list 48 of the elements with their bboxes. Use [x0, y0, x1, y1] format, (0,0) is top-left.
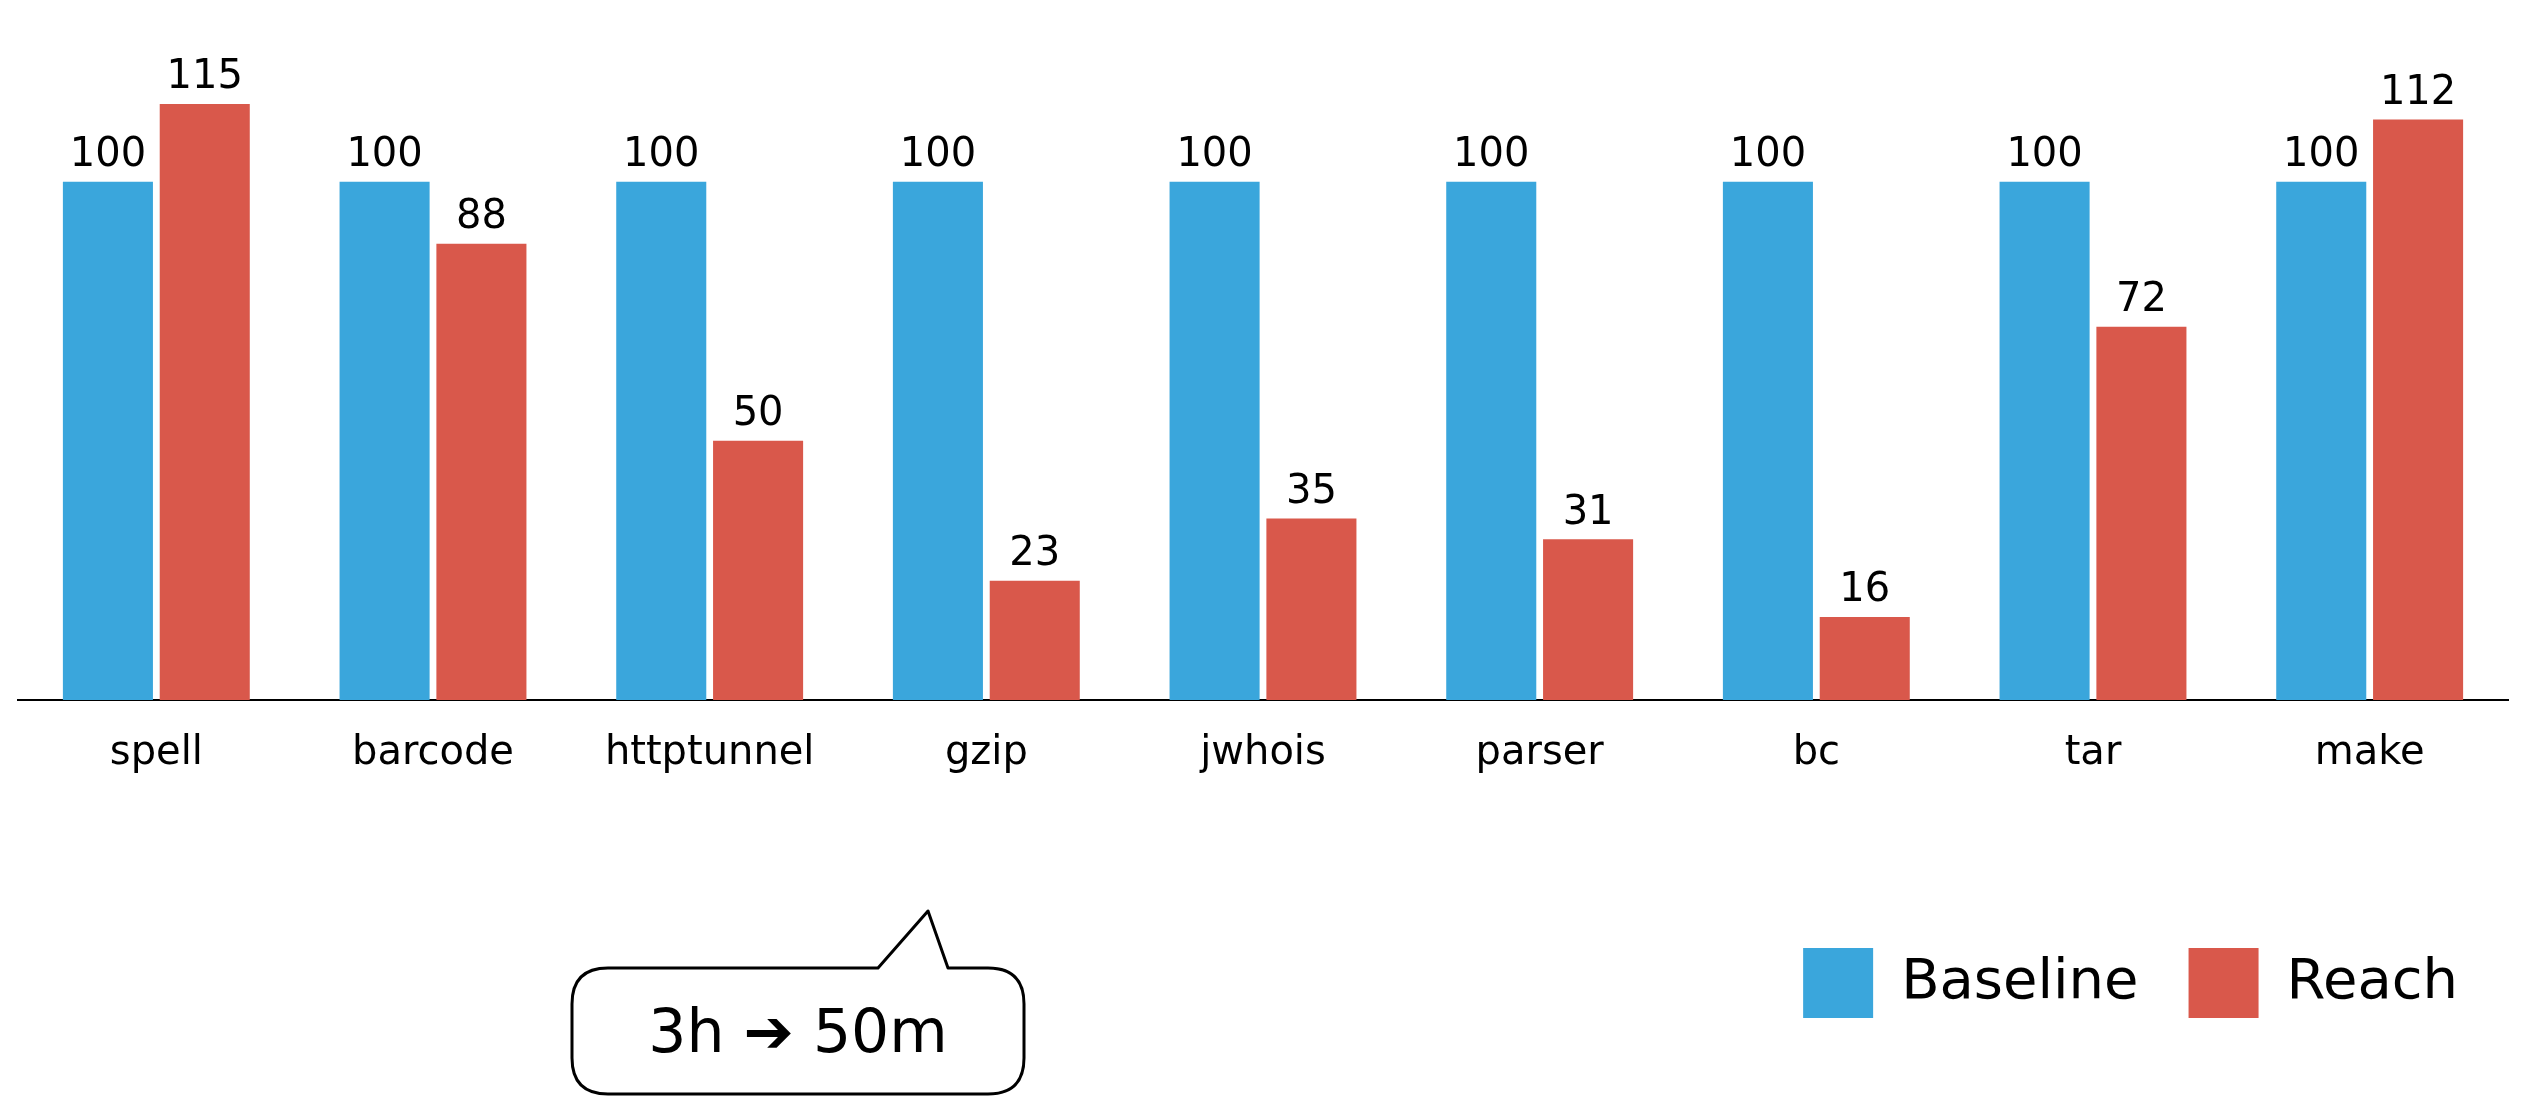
x-tick-label: httptunnel	[604, 727, 815, 774]
bar	[892, 181, 983, 700]
x-tick-label: make	[2314, 727, 2425, 774]
x-tick-label: spell	[109, 727, 203, 774]
data-label: 72	[2115, 274, 2167, 321]
data-label: 100	[69, 129, 147, 176]
bar	[159, 103, 250, 700]
bar	[1266, 518, 1357, 700]
data-label: 88	[455, 191, 507, 238]
bar	[1169, 181, 1260, 700]
data-label: 100	[1453, 129, 1530, 176]
bar	[713, 440, 804, 700]
data-label: 115	[166, 51, 243, 98]
data-label: 100	[2006, 129, 2083, 176]
bar	[62, 181, 153, 700]
data-label: 50	[732, 388, 784, 435]
x-tick-label: tar	[2064, 727, 2122, 774]
bar	[1999, 181, 2090, 700]
data-label: 31	[1562, 486, 1614, 533]
data-label: 16	[1839, 564, 1891, 611]
bar	[436, 243, 527, 700]
legend-label: Baseline	[1901, 945, 2139, 1011]
data-label: 35	[1285, 465, 1337, 512]
x-tick-label: jwhois	[1199, 727, 1326, 774]
bar	[1819, 617, 1910, 700]
text: 3h ➔ 50m	[647, 995, 949, 1068]
bar	[2096, 326, 2187, 700]
bar	[989, 580, 1080, 700]
bar	[339, 181, 430, 700]
x-tick-label: barcode	[352, 727, 514, 774]
data-label: 100	[1729, 129, 1807, 176]
data-label: 100	[2283, 129, 2360, 176]
data-label: 100	[623, 129, 700, 176]
bar	[1446, 181, 1537, 700]
data-label: 100	[1176, 129, 1253, 176]
data-label: 23	[1009, 528, 1061, 575]
data-label: 100	[899, 129, 977, 176]
bar	[1543, 539, 1634, 700]
bar	[616, 181, 707, 700]
x-tick-label: gzip	[944, 727, 1028, 774]
bar	[1722, 181, 1813, 700]
x-tick-label: bc	[1792, 727, 1841, 774]
data-label: 100	[346, 129, 423, 176]
data-label: 112	[2379, 66, 2457, 113]
x-tick-label: parser	[1475, 727, 1605, 774]
bar	[2373, 119, 2464, 700]
bar	[2276, 181, 2367, 700]
legend-label: Reach	[2286, 945, 2459, 1011]
